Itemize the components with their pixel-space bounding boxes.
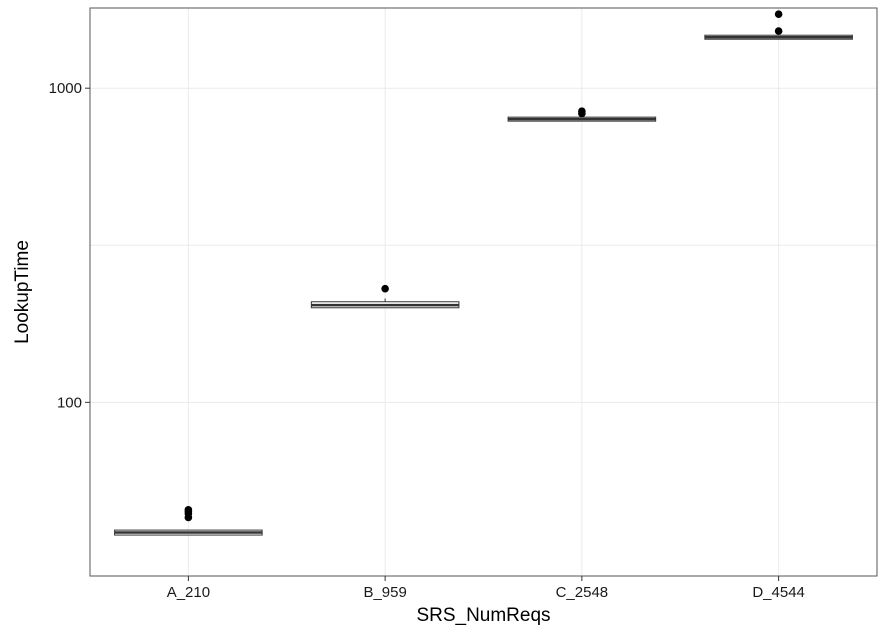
box-series — [114, 10, 853, 536]
y-tick-label: 1000 — [49, 80, 82, 97]
x-tick-label: D_4544 — [752, 584, 805, 601]
x-tick-label: C_2548 — [556, 584, 609, 601]
y-axis-title: LookupTime — [12, 240, 33, 344]
boxplot-B_959 — [310, 284, 460, 309]
plot-border — [89, 7, 878, 577]
x-tick-label: A_210 — [167, 584, 210, 601]
y-tick-label: 100 — [57, 394, 82, 411]
outlier-point — [578, 107, 586, 115]
x-tick-label: B_959 — [363, 584, 406, 601]
outlier-point — [774, 10, 783, 19]
boxplot-A_210 — [114, 505, 263, 536]
plot-background — [90, 8, 877, 576]
x-axis-title: SRS_NumReqs — [416, 605, 550, 626]
x-axis: A_210 B_959 C_2548 D_4544 — [167, 576, 805, 601]
boxplot-D_4544 — [704, 10, 853, 40]
outlier-point — [774, 27, 783, 35]
boxplot-C_2548 — [507, 107, 657, 122]
outlier-point — [381, 284, 389, 293]
y-axis: 100 1000 — [49, 80, 90, 411]
outlier-point — [184, 505, 193, 514]
